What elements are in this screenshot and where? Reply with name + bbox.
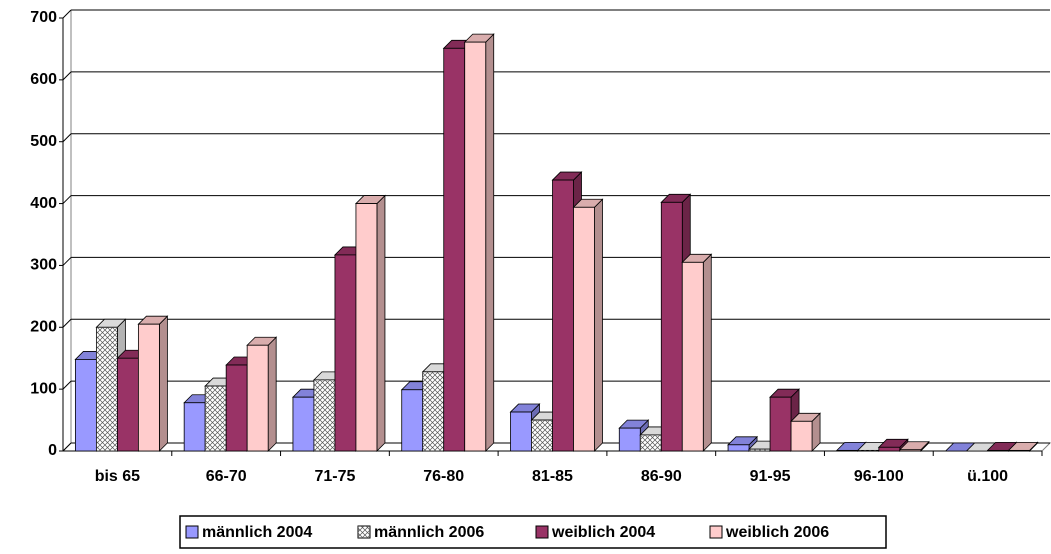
bar-side xyxy=(267,336,277,452)
y-tick-label: 700 xyxy=(30,9,57,26)
y-tick-label: 100 xyxy=(30,380,57,397)
y-tick-label: 0 xyxy=(48,442,57,459)
x-tick-label: 76-80 xyxy=(423,468,464,485)
bar xyxy=(246,344,269,452)
x-tick-label: 86-90 xyxy=(641,468,682,485)
bar xyxy=(334,254,357,452)
bar xyxy=(137,323,160,452)
x-tick-label: 91-95 xyxy=(750,468,791,485)
bar xyxy=(292,396,315,452)
x-tick-label: 71-75 xyxy=(314,468,355,485)
bar xyxy=(443,47,466,452)
bar-side xyxy=(594,198,603,452)
legend-label: männlich 2004 xyxy=(202,524,312,541)
legend: männlich 2004 männlich 2006 weiblich 2004 w… xyxy=(179,515,887,549)
bar-hatch xyxy=(640,434,662,451)
bar xyxy=(510,411,532,452)
bar xyxy=(401,389,424,452)
bar xyxy=(727,444,750,452)
bar xyxy=(183,402,206,452)
bar xyxy=(790,420,813,452)
bar xyxy=(464,41,487,452)
bar xyxy=(225,364,248,452)
grid-line-diag xyxy=(62,318,72,328)
grid-line-diag xyxy=(62,9,72,19)
bar-hatch xyxy=(313,379,335,451)
bar xyxy=(552,179,574,452)
bar-hatch xyxy=(857,450,879,451)
x-tick-label: 66-70 xyxy=(206,468,247,485)
bar-side xyxy=(485,33,495,452)
y-tick-label: 200 xyxy=(30,319,57,336)
bar-hatch xyxy=(422,371,444,451)
grid-line-diag xyxy=(62,133,72,143)
grid-line-diag xyxy=(62,257,72,266)
bar xyxy=(987,449,1010,452)
bar-hatch xyxy=(531,420,553,451)
bar xyxy=(1008,449,1031,452)
bar xyxy=(618,427,641,452)
legend-swatch xyxy=(185,525,199,539)
legend-label: weiblich 2004 xyxy=(551,524,655,541)
grid-line-diag xyxy=(62,442,72,452)
bar xyxy=(660,201,683,452)
grid-line-diag xyxy=(62,195,72,204)
legend-box xyxy=(179,515,887,549)
bar-side xyxy=(702,253,712,452)
x-tick-label: ü.100 xyxy=(967,468,1008,485)
grid-line-diag xyxy=(62,380,72,390)
grid-line-diag xyxy=(62,71,72,81)
legend-swatch xyxy=(535,525,549,539)
x-tick-label: bis 65 xyxy=(95,468,140,485)
bar xyxy=(769,396,792,452)
bar-hatch xyxy=(205,386,227,451)
bars xyxy=(74,33,1039,452)
legend-label: männlich 2006 xyxy=(374,524,484,541)
bar-side xyxy=(158,315,168,452)
legend-hatch xyxy=(358,526,370,538)
bar xyxy=(573,206,595,452)
y-tick-label: 300 xyxy=(30,257,57,274)
bar xyxy=(899,449,922,452)
y-tick-label: 600 xyxy=(30,71,57,88)
bar-hatch xyxy=(96,327,118,451)
y-tick-label: 400 xyxy=(30,195,57,212)
bar xyxy=(878,446,901,452)
bar xyxy=(355,203,378,452)
bar xyxy=(836,449,859,452)
bar-hatch xyxy=(749,449,771,451)
y-tick-label: 500 xyxy=(30,133,57,150)
bar-side xyxy=(376,194,386,452)
legend-label: weiblich 2006 xyxy=(725,524,829,541)
legend-swatch xyxy=(709,525,723,539)
bar xyxy=(74,359,97,452)
bar xyxy=(681,261,704,452)
x-tick-label: 81-85 xyxy=(532,468,573,485)
x-tick-label: 96-100 xyxy=(854,468,904,485)
bar xyxy=(116,357,139,452)
